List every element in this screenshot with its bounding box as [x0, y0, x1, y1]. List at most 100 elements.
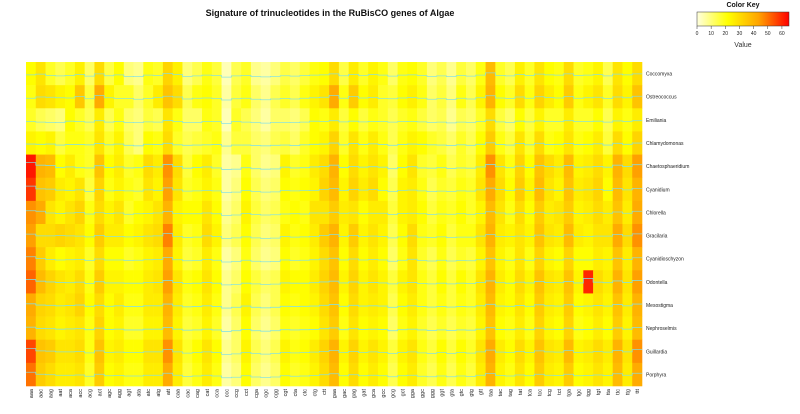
heatmap-cell [495, 316, 506, 341]
heatmap-cell [593, 62, 604, 86]
heatmap-cell [211, 362, 222, 387]
heatmap-cell [602, 224, 613, 248]
heatmap-cell [632, 339, 643, 364]
heatmap-cell [475, 247, 486, 271]
heatmap-cell [338, 362, 349, 387]
heatmap-cell [622, 339, 633, 364]
chart-title: Signature of trinucleotides in the RuBis… [205, 8, 455, 18]
heatmap-cell [387, 224, 398, 248]
heatmap-cell [250, 362, 261, 387]
heatmap-cell [368, 316, 379, 341]
heatmap-cell [456, 224, 467, 248]
heatmap-cell [211, 247, 222, 271]
heatmap-cell [65, 293, 76, 317]
heatmap-cell [358, 131, 369, 155]
heatmap-cell [211, 270, 222, 294]
heatmap-cell [583, 224, 594, 248]
heatmap-cell [368, 339, 379, 364]
heatmap-cell [338, 247, 349, 271]
heatmap-cell [192, 362, 203, 387]
heatmap-cell [544, 270, 555, 294]
heatmap-cell [45, 247, 56, 271]
heatmap-cell [446, 247, 457, 271]
heatmap-cell [524, 200, 535, 225]
heatmap-cell [114, 177, 125, 202]
heatmap-cell [45, 108, 56, 132]
heatmap-cell [221, 293, 232, 317]
heatmap-cell [544, 177, 555, 202]
heatmap-cell [202, 362, 213, 387]
column-label: caa [176, 388, 182, 398]
heatmap-cell [466, 339, 477, 364]
heatmap-cell [602, 339, 613, 364]
heatmap-cell [114, 154, 125, 179]
column-label: cac [185, 389, 191, 398]
column-label: gag [352, 389, 358, 398]
heatmap-cell [456, 108, 467, 132]
heatmap-cell [221, 224, 232, 248]
heatmap-cell [397, 247, 408, 271]
heatmap-cell [348, 200, 359, 225]
heatmap-cell [573, 131, 584, 155]
heatmap-cell [583, 362, 594, 387]
heatmap-cell [466, 108, 477, 132]
heatmap-cell [407, 339, 418, 364]
heatmap-cell [573, 154, 584, 179]
heatmap-cell [387, 316, 398, 341]
heatmap-cell [602, 200, 613, 225]
heatmap-cell [260, 62, 271, 86]
heatmap-cell [622, 108, 633, 132]
heatmap-cell [241, 224, 252, 248]
heatmap-cell [338, 224, 349, 248]
heatmap-cell [466, 293, 477, 317]
heatmap-cell [348, 108, 359, 132]
heatmap-cell [192, 62, 203, 86]
heatmap-cell [417, 200, 428, 225]
heatmap-cell [319, 200, 330, 225]
heatmap-cell [544, 85, 555, 109]
heatmap-cell [329, 339, 340, 364]
heatmap-cell [622, 270, 633, 294]
heatmap-cell [368, 200, 379, 225]
heatmap-cell [26, 200, 37, 225]
heatmap-cell [485, 177, 496, 202]
heatmap-cell [378, 270, 389, 294]
heatmap-cell [358, 339, 369, 364]
heatmap-cell [133, 131, 144, 155]
row-label: Cyanidioschyzon [646, 257, 684, 263]
heatmap-cell [172, 224, 183, 248]
heatmap-cell [104, 154, 115, 179]
heatmap-cell [202, 131, 213, 155]
heatmap-cell [417, 62, 428, 86]
heatmap-cell [172, 339, 183, 364]
heatmap-cell [84, 339, 95, 364]
heatmap-cell [153, 247, 164, 271]
heatmap-cell [329, 177, 340, 202]
heatmap-cell [524, 177, 535, 202]
heatmap-cell [299, 362, 310, 387]
row-label: Guillardia [646, 349, 667, 355]
heatmap-cell [299, 224, 310, 248]
heatmap-cell [505, 131, 516, 155]
heatmap-cell [593, 131, 604, 155]
row-trace [26, 142, 642, 147]
heatmap-cell [338, 339, 349, 364]
heatmap-cell [417, 85, 428, 109]
column-label: cgc [264, 389, 270, 398]
heatmap-cell [378, 200, 389, 225]
heatmap-cell [495, 224, 506, 248]
heatmap-cell [241, 108, 252, 132]
heatmap-cell [182, 200, 193, 225]
heatmap-cell [348, 62, 359, 86]
heatmap-cell [123, 131, 134, 155]
heatmap-cell [524, 62, 535, 86]
heatmap-cell [338, 177, 349, 202]
heatmap-cell [338, 154, 349, 179]
heatmap-cell [45, 131, 56, 155]
heatmap-cell [84, 247, 95, 271]
heatmap-cell [290, 108, 301, 132]
heatmap-cell [35, 177, 46, 202]
heatmap-cell [162, 108, 173, 132]
heatmap-cell [299, 200, 310, 225]
heatmap-cell [612, 108, 623, 132]
